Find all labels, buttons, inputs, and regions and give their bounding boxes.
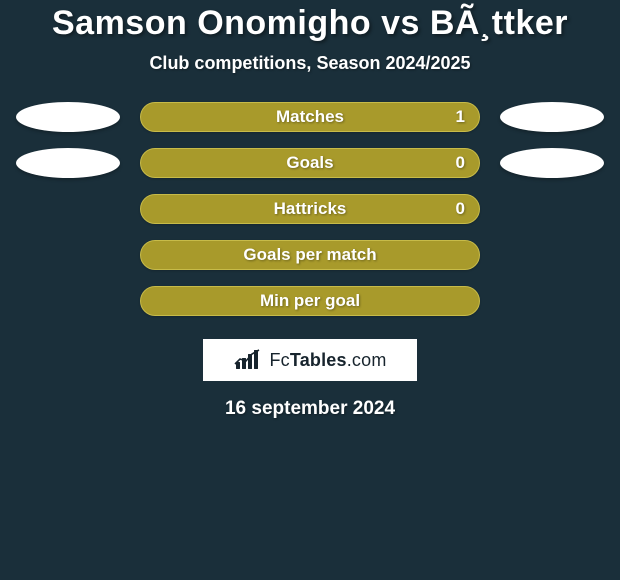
player-right-oval [500,148,604,178]
comparison-card: Samson Onomigho vs BÃ¸ttker Club competi… [0,0,620,580]
stat-label: Matches [141,107,479,127]
side-spacer [16,194,120,224]
side-spacer [16,240,120,270]
stat-label: Min per goal [141,291,479,311]
stat-row: Goals0 [10,148,610,178]
stat-row: Hattricks0 [10,194,610,224]
stat-value: 0 [456,199,465,219]
stat-bar: Matches1 [140,102,480,132]
stat-row: Goals per match [10,240,610,270]
player-left-oval [16,148,120,178]
brand-wrapper: FcTables.com [0,338,620,382]
stat-label: Goals per match [141,245,479,265]
brand-text: FcTables.com [269,350,386,371]
stat-rows: Matches1Goals0Hattricks0Goals per matchM… [0,102,620,316]
page-title: Samson Onomigho vs BÃ¸ttker [0,4,620,43]
stat-label: Hattricks [141,199,479,219]
side-spacer [16,286,120,316]
stat-bar: Goals0 [140,148,480,178]
stat-value: 1 [456,107,465,127]
player-right-oval [500,102,604,132]
side-spacer [500,286,604,316]
stat-bar: Hattricks0 [140,194,480,224]
stat-value: 0 [456,153,465,173]
brand-main: Tables [290,350,347,370]
bars-icon [233,348,263,372]
side-spacer [500,194,604,224]
brand-box[interactable]: FcTables.com [202,338,418,382]
stat-row: Min per goal [10,286,610,316]
player-left-oval [16,102,120,132]
stat-row: Matches1 [10,102,610,132]
stat-bar: Goals per match [140,240,480,270]
stat-bar: Min per goal [140,286,480,316]
footer-date: 16 september 2024 [0,398,620,420]
page-subtitle: Club competitions, Season 2024/2025 [0,53,620,74]
side-spacer [500,240,604,270]
stat-label: Goals [141,153,479,173]
brand-prefix: Fc [269,350,289,370]
brand-suffix: .com [347,350,387,370]
